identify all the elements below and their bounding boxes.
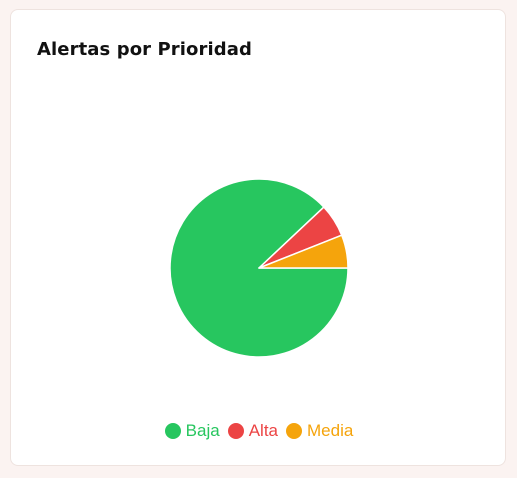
legend-label: Baja	[185, 421, 220, 440]
legend-swatch	[227, 423, 244, 439]
legend-label: Alta	[248, 421, 278, 440]
legend-swatch	[286, 423, 302, 439]
legend-item-media[interactable]: Media	[286, 421, 353, 441]
chart-legend: Baja Alta Media	[11, 421, 507, 441]
pie-slice-media[interactable]	[258, 234, 349, 269]
legend-label: Media	[307, 421, 354, 440]
legend-swatch	[164, 423, 181, 439]
alerts-priority-card: Alertas por Prioridad Baja Alta Media	[10, 9, 506, 466]
legend-item-alta[interactable]: Alta	[227, 421, 278, 441]
card-title: Alertas por Prioridad	[37, 39, 252, 60]
legend-item-baja[interactable]: Baja	[164, 421, 220, 441]
pie-chart	[169, 178, 349, 358]
